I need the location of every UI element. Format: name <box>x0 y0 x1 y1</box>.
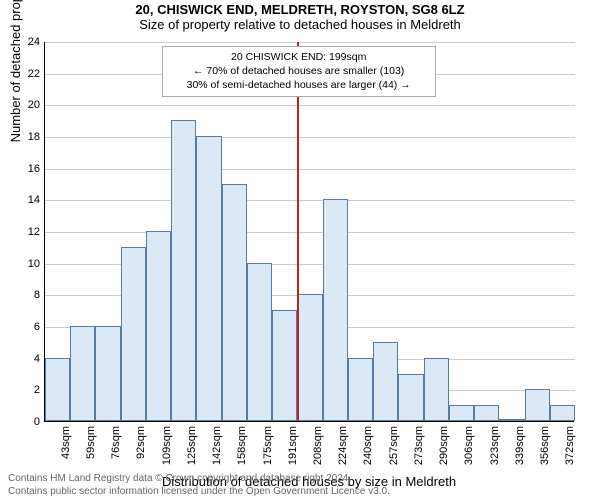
ytick-label: 14 <box>16 194 40 206</box>
callout-line1: 20 CHISWICK END: 199sqm <box>169 50 429 64</box>
chart-title-sub: Size of property relative to detached ho… <box>0 17 600 32</box>
xtick-label: 92sqm <box>135 426 147 476</box>
reference-line <box>297 42 299 421</box>
ytick-label: 10 <box>16 258 40 270</box>
xtick-label: 257sqm <box>388 426 400 476</box>
histogram-bar <box>70 326 95 421</box>
xtick-label: 125sqm <box>186 426 198 476</box>
xtick-label: 372sqm <box>564 426 576 476</box>
histogram-bar <box>449 405 474 421</box>
histogram-bar <box>424 358 449 421</box>
xtick-label: 306sqm <box>463 426 475 476</box>
plot-box: 20 CHISWICK END: 199sqm ← 70% of detache… <box>44 42 574 422</box>
histogram-bar <box>121 247 146 421</box>
bars-container <box>45 41 575 421</box>
histogram-bar <box>247 263 272 421</box>
ytick-label: 2 <box>16 384 40 396</box>
histogram-bar <box>398 374 423 422</box>
callout-line2: ← 70% of detached houses are smaller (10… <box>169 64 429 78</box>
xtick-label: 109sqm <box>161 426 173 476</box>
xtick-label: 240sqm <box>362 426 374 476</box>
ytick-label: 16 <box>16 163 40 175</box>
histogram-bar <box>525 389 550 421</box>
histogram-bar <box>474 405 499 421</box>
ytick-label: 12 <box>16 226 40 238</box>
histogram-bar <box>348 358 373 421</box>
xtick-label: 191sqm <box>287 426 299 476</box>
histogram-bar <box>146 231 171 421</box>
xtick-label: 208sqm <box>312 426 324 476</box>
footer-attribution: Contains HM Land Registry data © Crown c… <box>8 473 592 498</box>
xtick-label: 43sqm <box>60 426 72 476</box>
xtick-label: 76sqm <box>110 426 122 476</box>
y-axis-label: Number of detached properties <box>8 0 23 142</box>
ytick-label: 6 <box>16 321 40 333</box>
xtick-label: 224sqm <box>337 426 349 476</box>
xtick-label: 142sqm <box>211 426 223 476</box>
histogram-bar <box>222 184 247 422</box>
histogram-bar <box>95 326 120 421</box>
xtick-label: 339sqm <box>514 426 526 476</box>
histogram-bar <box>550 405 575 421</box>
histogram-bar <box>45 358 70 421</box>
xtick-label: 290sqm <box>438 426 450 476</box>
ytick-label: 8 <box>16 289 40 301</box>
xtick-label: 158sqm <box>236 426 248 476</box>
ytick-label: 0 <box>16 416 40 428</box>
callout-line3: 30% of semi-detached houses are larger (… <box>169 78 429 92</box>
xtick-label: 356sqm <box>539 426 551 476</box>
xtick-label: 59sqm <box>85 426 97 476</box>
callout-box: 20 CHISWICK END: 199sqm ← 70% of detache… <box>162 46 436 97</box>
histogram-bar <box>323 199 348 421</box>
histogram-bar <box>499 419 524 421</box>
chart-title-main: 20, CHISWICK END, MELDRETH, ROYSTON, SG8… <box>0 2 600 17</box>
xtick-label: 175sqm <box>262 426 274 476</box>
xtick-label: 273sqm <box>413 426 425 476</box>
histogram-bar <box>272 310 297 421</box>
histogram-bar <box>196 136 221 421</box>
footer-line1: Contains HM Land Registry data © Crown c… <box>8 473 592 486</box>
ytick-label: 4 <box>16 353 40 365</box>
histogram-bar <box>297 294 322 421</box>
xtick-label: 323sqm <box>489 426 501 476</box>
histogram-bar <box>373 342 398 421</box>
footer-line2: Contains public sector information licen… <box>8 486 592 499</box>
chart-area: 20 CHISWICK END: 199sqm ← 70% of detache… <box>44 42 574 422</box>
histogram-bar <box>171 120 196 421</box>
